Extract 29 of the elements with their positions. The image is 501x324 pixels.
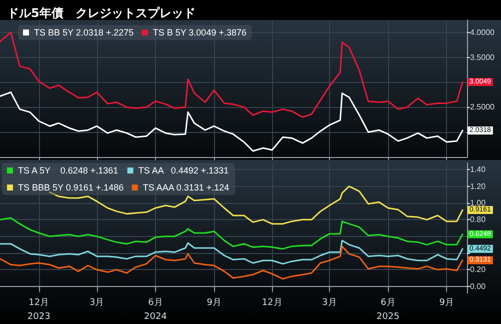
y-tick-label: 0.00 xyxy=(470,282,486,291)
legend-label: TS BB 5Y 2.0318 +.2275 xyxy=(34,28,134,38)
x-tick-label: 6月 2024 xyxy=(144,298,168,322)
x-tick-label: 9月 xyxy=(439,298,454,308)
y-tick-label: 2.5000 xyxy=(470,102,496,112)
legend-label: TS AA 0.4492 +.1331 xyxy=(138,166,229,176)
line-series xyxy=(0,246,464,280)
x-tick-label: 12月 xyxy=(262,298,282,308)
line-series xyxy=(0,240,464,265)
y-tick-label: 1.20 xyxy=(470,182,486,191)
legend-label: TS B 5Y 3.0049 +.3876 xyxy=(152,28,246,38)
y-tick-label: 0.20 xyxy=(470,265,486,274)
y-tick-label: 1.00 xyxy=(470,198,486,208)
legend-label: TS BBB 5Y 0.9161 +.1486 xyxy=(18,182,124,192)
legend-label: TS AAA 0.3131 +.124 xyxy=(142,182,230,192)
y-tick-label: 1.40 xyxy=(470,165,486,174)
x-tick-label: 12月 2023 xyxy=(27,298,50,322)
x-tick-label: 6月 2025 xyxy=(376,298,400,322)
y-tick-label: 3.5000 xyxy=(470,52,496,62)
legend-label: TS A 5Y 0.6248 +.1361 xyxy=(18,166,118,176)
x-tick-label: 3月 xyxy=(322,298,337,308)
line-series xyxy=(0,91,464,152)
y-tick-label: 0.80 xyxy=(470,215,486,224)
y-tick-label: 4.0000 xyxy=(470,28,496,37)
x-tick-label: 9月 xyxy=(206,298,222,308)
x-tick-label: 3月 xyxy=(89,298,104,308)
line-series xyxy=(0,217,464,250)
line-series xyxy=(48,186,464,225)
chart-title: ドル5年債 クレジットスプレッド xyxy=(7,6,196,20)
